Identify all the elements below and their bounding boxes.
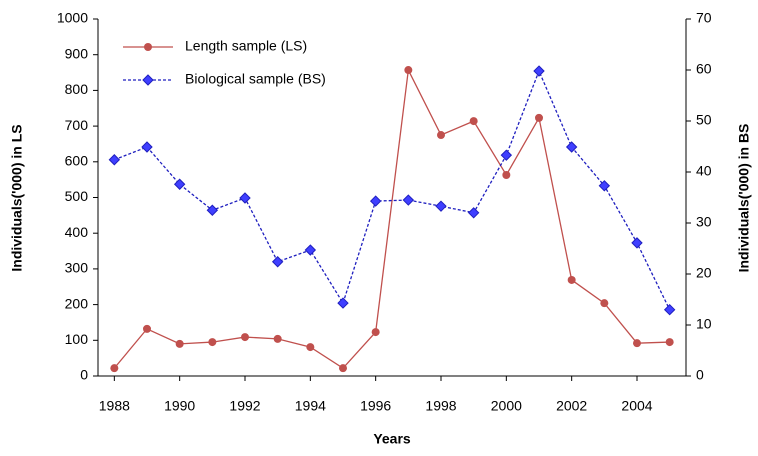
point bbox=[239, 192, 251, 204]
point bbox=[108, 154, 121, 166]
series-line bbox=[113, 67, 670, 369]
y-tick-label: 900 bbox=[65, 45, 89, 61]
y-tick-label: 500 bbox=[65, 188, 89, 204]
x-tick-label: 2004 bbox=[621, 398, 652, 414]
point bbox=[535, 113, 543, 122]
y2-tick-label: 60 bbox=[696, 61, 712, 77]
point bbox=[633, 339, 641, 348]
legend-label: Biological sample (BS) bbox=[185, 71, 326, 87]
point bbox=[369, 195, 382, 207]
point bbox=[600, 299, 609, 308]
point bbox=[339, 364, 347, 373]
point bbox=[175, 339, 184, 348]
y2-axis-title: Individuals('000) in BS bbox=[736, 124, 752, 273]
point bbox=[598, 180, 611, 192]
legend-label: Length sample (LS) bbox=[185, 38, 307, 54]
point bbox=[306, 343, 315, 352]
point bbox=[467, 207, 480, 219]
point bbox=[141, 141, 153, 153]
point bbox=[469, 117, 478, 126]
y2-tick-label: 70 bbox=[696, 10, 712, 26]
x-tick-label: 1996 bbox=[360, 398, 391, 414]
y-tick-label: 800 bbox=[65, 81, 89, 97]
x-tick-label: 2000 bbox=[491, 398, 522, 414]
point bbox=[567, 275, 576, 284]
y-tick-label: 100 bbox=[65, 331, 89, 347]
y-tick-label: 400 bbox=[65, 224, 89, 240]
point bbox=[208, 338, 217, 347]
legend-marker bbox=[142, 74, 154, 86]
point bbox=[402, 194, 415, 206]
y2-tick-label: 10 bbox=[696, 316, 712, 332]
y2-tick-label: 20 bbox=[696, 265, 712, 281]
point bbox=[337, 297, 349, 309]
point bbox=[241, 333, 249, 342]
y2-tick-label: 50 bbox=[696, 112, 712, 128]
y2-tick-label: 40 bbox=[696, 163, 712, 179]
y-tick-label: 600 bbox=[65, 153, 89, 169]
y-tick-label: 0 bbox=[80, 367, 88, 383]
point bbox=[502, 171, 511, 180]
point bbox=[271, 256, 284, 268]
point bbox=[533, 65, 545, 77]
point bbox=[273, 334, 282, 343]
y-tick-label: 300 bbox=[65, 260, 89, 276]
point bbox=[404, 66, 413, 75]
point bbox=[437, 131, 445, 140]
point bbox=[665, 338, 674, 347]
x-tick-label: 1994 bbox=[295, 398, 326, 414]
point bbox=[110, 364, 119, 373]
point bbox=[371, 328, 380, 337]
x-tick-label: 1998 bbox=[425, 398, 456, 414]
y2-tick-label: 0 bbox=[696, 367, 704, 383]
point bbox=[143, 324, 151, 333]
x-tick-label: 1988 bbox=[99, 398, 130, 414]
series-line bbox=[114, 69, 671, 310]
point bbox=[435, 200, 447, 212]
x-tick-label: 1990 bbox=[164, 398, 195, 414]
point bbox=[565, 141, 578, 153]
x-tick-label: 2002 bbox=[556, 398, 587, 414]
y-tick-label: 700 bbox=[65, 117, 89, 133]
point bbox=[500, 149, 513, 161]
point bbox=[304, 244, 317, 256]
point bbox=[631, 237, 643, 249]
y-tick-label: 200 bbox=[65, 295, 89, 311]
x-tick-label: 1992 bbox=[229, 398, 260, 414]
y-tick-label: 1000 bbox=[57, 10, 88, 26]
legend-marker bbox=[144, 43, 152, 51]
point bbox=[173, 178, 186, 190]
point bbox=[206, 204, 219, 216]
y-axis-title: Individuals('000) in LS bbox=[9, 124, 25, 271]
y2-tick-label: 30 bbox=[696, 214, 712, 230]
point bbox=[663, 303, 676, 316]
x-axis-title: Years bbox=[373, 431, 411, 447]
